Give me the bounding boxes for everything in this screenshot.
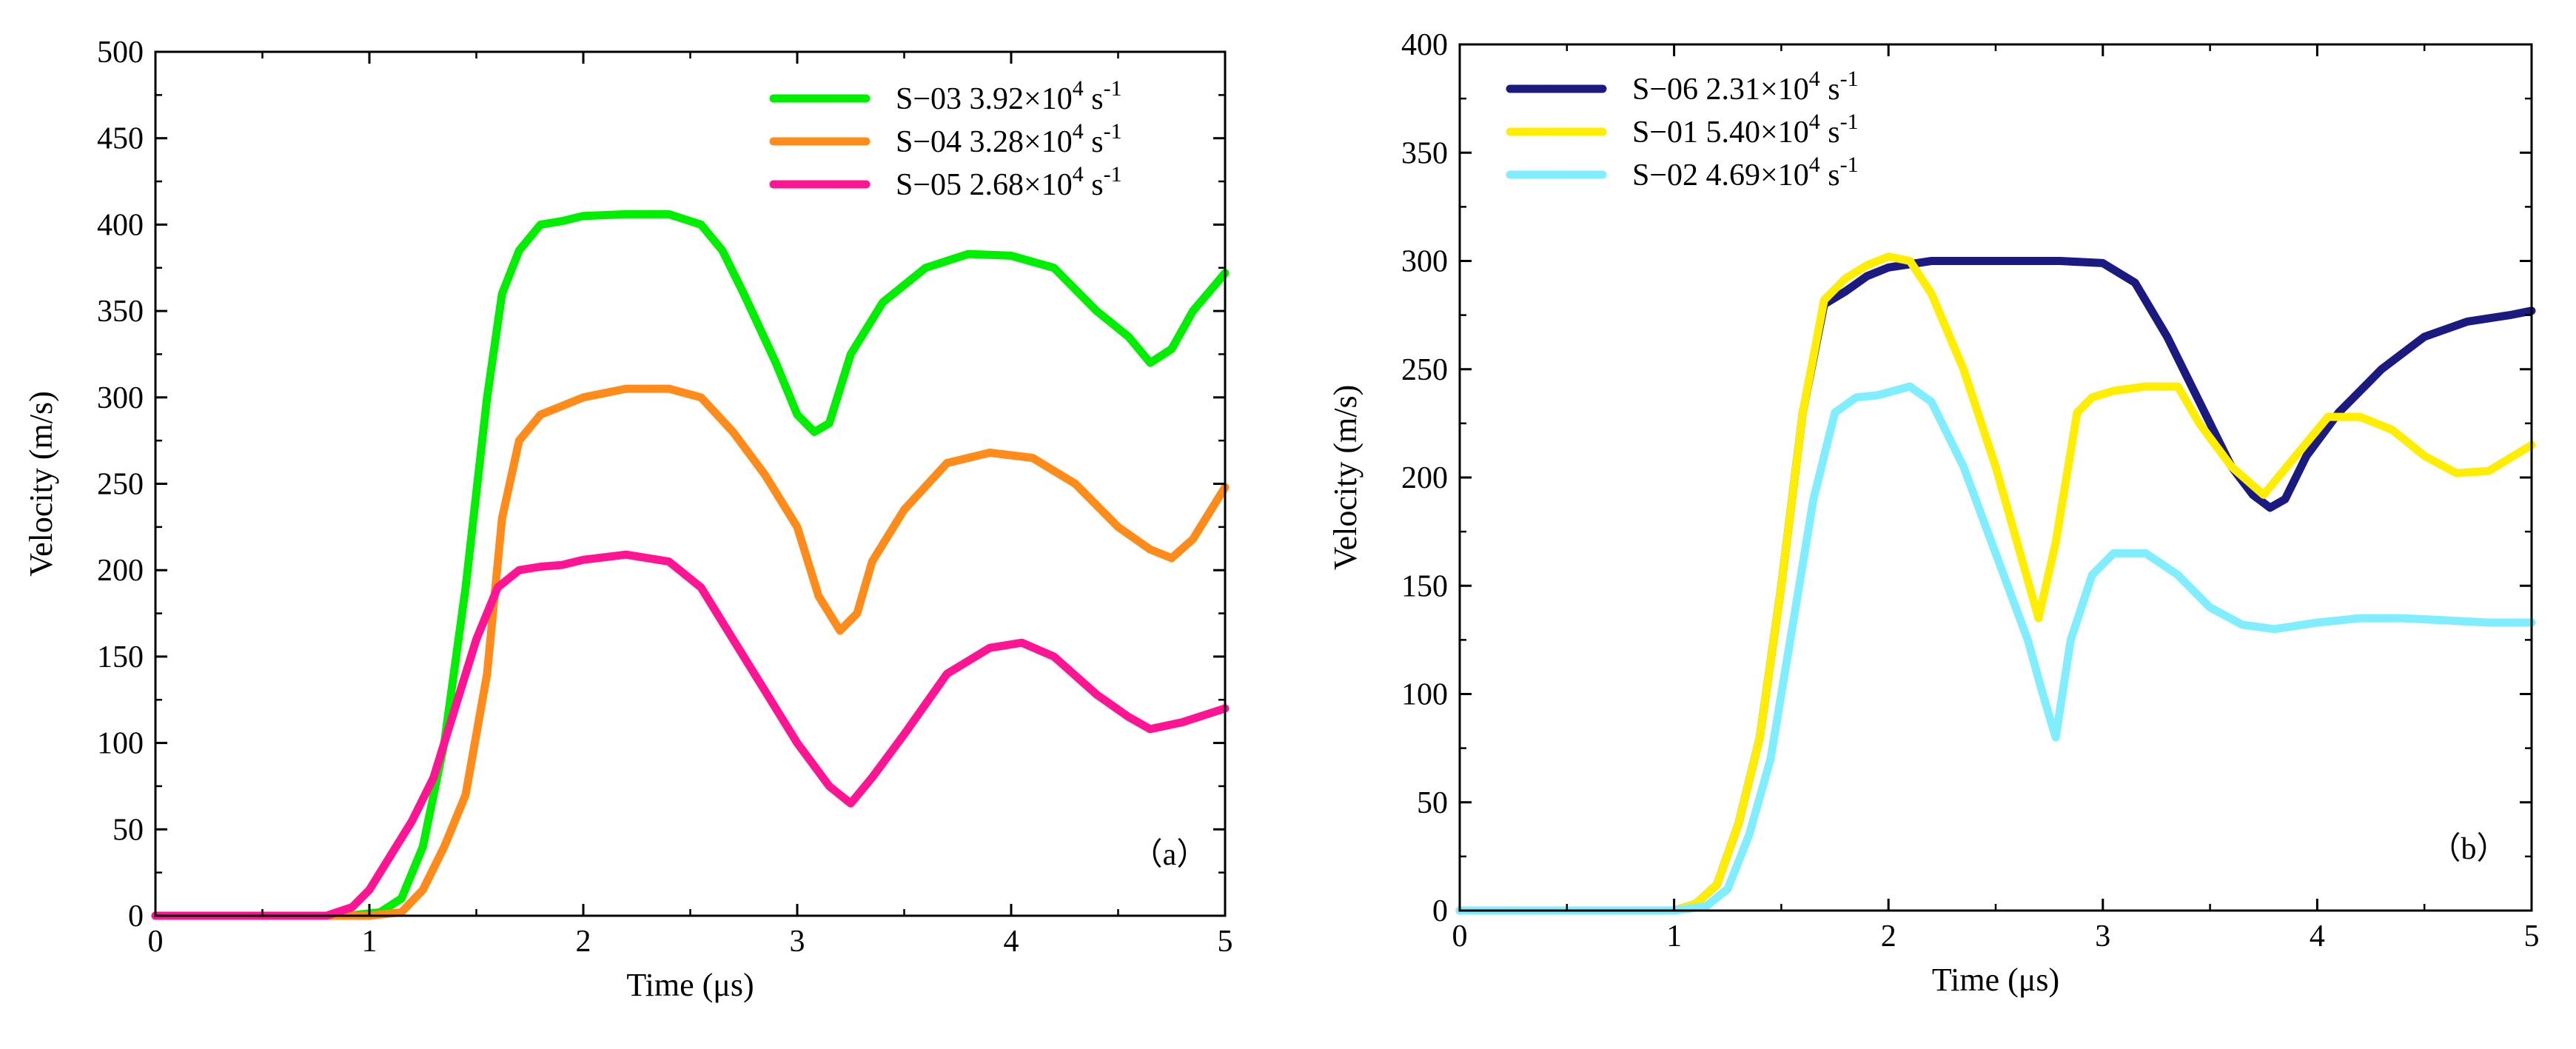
y-tick-label: 250 xyxy=(97,468,144,502)
series-line-s-03 xyxy=(151,210,1230,920)
legend-rate-unit-exponent: -1 xyxy=(1840,67,1859,91)
legend-rate-unit-exponent: -1 xyxy=(1840,153,1859,177)
legend-rate-unit: s xyxy=(1820,158,1840,192)
legend-rate-unit: s xyxy=(1084,168,1104,202)
series-line-s-04 xyxy=(151,384,1230,920)
y-tick-label: 500 xyxy=(97,36,144,70)
y-tick-label: 200 xyxy=(97,554,144,588)
legend-rate-mantissa: 5.40×10 xyxy=(1698,115,1809,150)
y-tick-label: 150 xyxy=(1401,569,1448,603)
y-tick-label: 350 xyxy=(97,295,144,329)
legend-rate-unit: s xyxy=(1820,115,1840,150)
legend-series-id: S−01 xyxy=(1632,115,1698,150)
series-line-s-05 xyxy=(151,550,1230,920)
legend-rate-mantissa: 4.69×10 xyxy=(1698,158,1809,192)
legend-rate-exponent: 4 xyxy=(1809,110,1820,134)
x-axis-title: Time (μs) xyxy=(626,967,754,1003)
y-tick-label: 400 xyxy=(97,208,144,242)
y-tick-label: 150 xyxy=(97,640,144,674)
legend-rate-mantissa: 3.92×10 xyxy=(962,82,1073,116)
x-tick-label: 4 xyxy=(2310,919,2325,954)
legend-rate-unit: s xyxy=(1820,73,1840,107)
x-tick-label: 5 xyxy=(1218,925,1233,959)
x-tick-label: 2 xyxy=(1881,919,1896,954)
series-line-s-02 xyxy=(1455,382,2536,915)
legend-series-id: S−04 xyxy=(896,125,962,159)
legend-label: S−05 2.68×104 s-1 xyxy=(896,162,1122,202)
x-tick-label: 3 xyxy=(790,925,805,959)
legend-rate-exponent: 4 xyxy=(1073,119,1084,144)
series-line-s-06 xyxy=(1455,257,2536,915)
panel-label: （b） xyxy=(2429,832,2507,866)
legend-series-id: S−05 xyxy=(896,168,962,202)
legend-series-id: S−03 xyxy=(896,82,962,116)
y-tick-label: 100 xyxy=(1401,678,1448,712)
legend-rate-unit-exponent: -1 xyxy=(1104,162,1122,187)
x-axis-title: Time (μs) xyxy=(1932,962,2059,998)
x-tick-label: 3 xyxy=(2095,919,2110,954)
y-tick-label: 250 xyxy=(1401,353,1448,387)
y-tick-label: 400 xyxy=(1401,28,1448,62)
x-tick-label: 2 xyxy=(576,925,591,959)
legend-rate-exponent: 4 xyxy=(1073,76,1084,101)
x-tick-label: 1 xyxy=(362,925,378,959)
y-axis-title: Velocity (m/s) xyxy=(1327,385,1364,571)
y-tick-label: 50 xyxy=(1417,786,1448,820)
chart-panel-a: 0 1 2 3 4 5050100150200250300350400450500Time… xyxy=(23,36,1233,1003)
legend-rate-mantissa: 2.68×10 xyxy=(962,168,1073,202)
legend-rate-unit: s xyxy=(1084,125,1104,159)
y-tick-label: 300 xyxy=(97,381,144,415)
legend-label: S−02 4.69×104 s-1 xyxy=(1632,153,1859,192)
x-tick-label: 5 xyxy=(2524,919,2540,954)
legend-rate-exponent: 4 xyxy=(1073,162,1084,187)
y-tick-label: 0 xyxy=(1432,894,1448,928)
legend-rate-exponent: 4 xyxy=(1809,153,1820,177)
x-tick-label: 1 xyxy=(1666,919,1682,954)
y-tick-label: 100 xyxy=(97,727,144,761)
legend-series-id: S−02 xyxy=(1632,158,1698,192)
y-tick-label: 50 xyxy=(113,813,144,847)
legend-rate-mantissa: 2.31×10 xyxy=(1698,73,1809,107)
x-tick-label: 0 xyxy=(1452,919,1468,954)
y-tick-label: 450 xyxy=(97,122,144,156)
legend-series-id: S−06 xyxy=(1632,73,1698,107)
legend-label: S−06 2.31×104 s-1 xyxy=(1632,67,1859,107)
panel-label: （a） xyxy=(1132,838,1208,872)
x-tick-label: 4 xyxy=(1004,925,1019,959)
y-tick-label: 300 xyxy=(1401,245,1448,279)
y-tick-label: 350 xyxy=(1401,136,1448,170)
legend-rate-unit-exponent: -1 xyxy=(1104,76,1122,101)
series-line-s-01 xyxy=(1455,252,2536,915)
legend-rate-mantissa: 3.28×10 xyxy=(962,125,1073,159)
y-tick-label: 0 xyxy=(128,899,144,934)
legend-rate-unit-exponent: -1 xyxy=(1840,110,1859,134)
legend-label: S−04 3.28×104 s-1 xyxy=(896,119,1122,159)
legend-rate-unit: s xyxy=(1084,82,1104,116)
y-axis-title: Velocity (m/s) xyxy=(23,391,59,577)
legend-rate-exponent: 4 xyxy=(1809,67,1820,91)
x-tick-label: 0 xyxy=(148,925,164,959)
legend-label: S−03 3.92×104 s-1 xyxy=(896,76,1122,116)
y-tick-label: 200 xyxy=(1401,461,1448,495)
legend-rate-unit-exponent: -1 xyxy=(1104,119,1122,144)
legend-label: S−01 5.40×104 s-1 xyxy=(1632,110,1859,150)
